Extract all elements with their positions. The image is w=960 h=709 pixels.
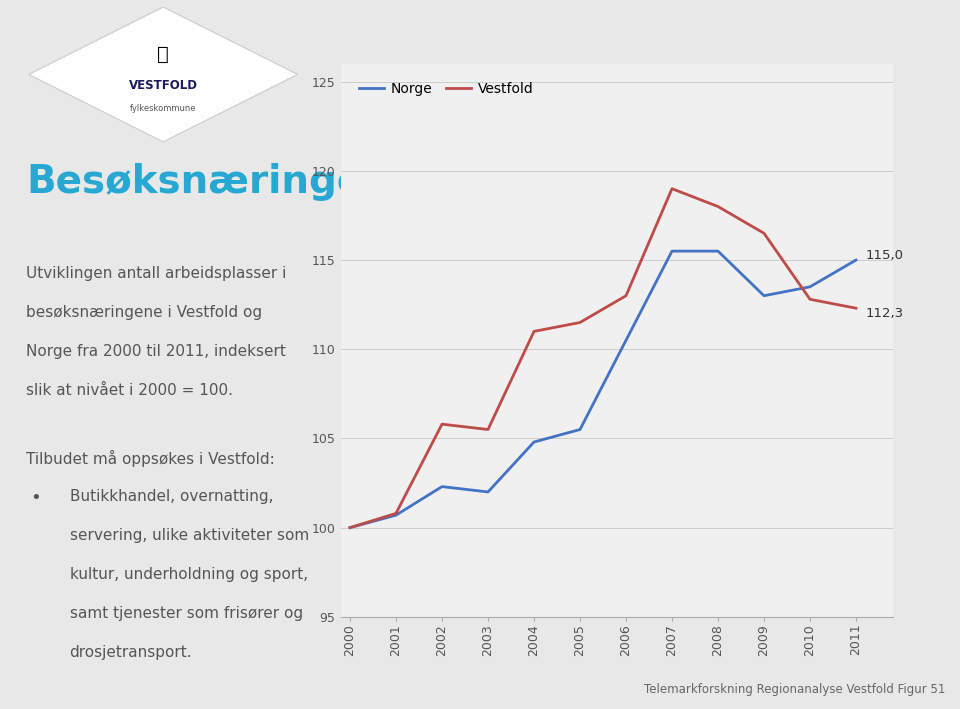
Text: servering, ulike aktiviteter som: servering, ulike aktiviteter som: [69, 528, 309, 543]
Text: Norge fra 2000 til 2011, indeksert: Norge fra 2000 til 2011, indeksert: [27, 344, 286, 359]
Text: kultur, underholdning og sport,: kultur, underholdning og sport,: [69, 567, 307, 582]
Text: VESTFOLD: VESTFOLD: [129, 79, 198, 91]
Text: 112,3: 112,3: [866, 307, 904, 320]
Text: Telemarkforskning Regionanalyse Vestfold Figur 51: Telemarkforskning Regionanalyse Vestfold…: [644, 683, 946, 696]
Text: Butikkhandel, overnatting,: Butikkhandel, overnatting,: [69, 489, 273, 504]
Text: drosjetransport.: drosjetransport.: [69, 645, 192, 660]
Text: 115,0: 115,0: [866, 250, 903, 262]
Text: Besøksnæringer: Besøksnæringer: [27, 163, 383, 201]
Legend: Norge, Vestfold: Norge, Vestfold: [353, 77, 540, 101]
Text: fylkeskommune: fylkeskommune: [130, 104, 197, 113]
Polygon shape: [29, 7, 298, 142]
Text: 👑: 👑: [157, 45, 169, 64]
Text: slik at nivået i 2000 = 100.: slik at nivået i 2000 = 100.: [27, 383, 233, 398]
Text: samt tjenester som frisører og: samt tjenester som frisører og: [69, 606, 302, 621]
Text: Utviklingen antall arbeidsplasser i: Utviklingen antall arbeidsplasser i: [27, 266, 287, 281]
Text: besøksnæringene i Vestfold og: besøksnæringene i Vestfold og: [27, 305, 263, 320]
Text: •: •: [30, 489, 40, 507]
Text: Tilbudet må oppsøkes i Vestfold:: Tilbudet må oppsøkes i Vestfold:: [27, 450, 276, 467]
